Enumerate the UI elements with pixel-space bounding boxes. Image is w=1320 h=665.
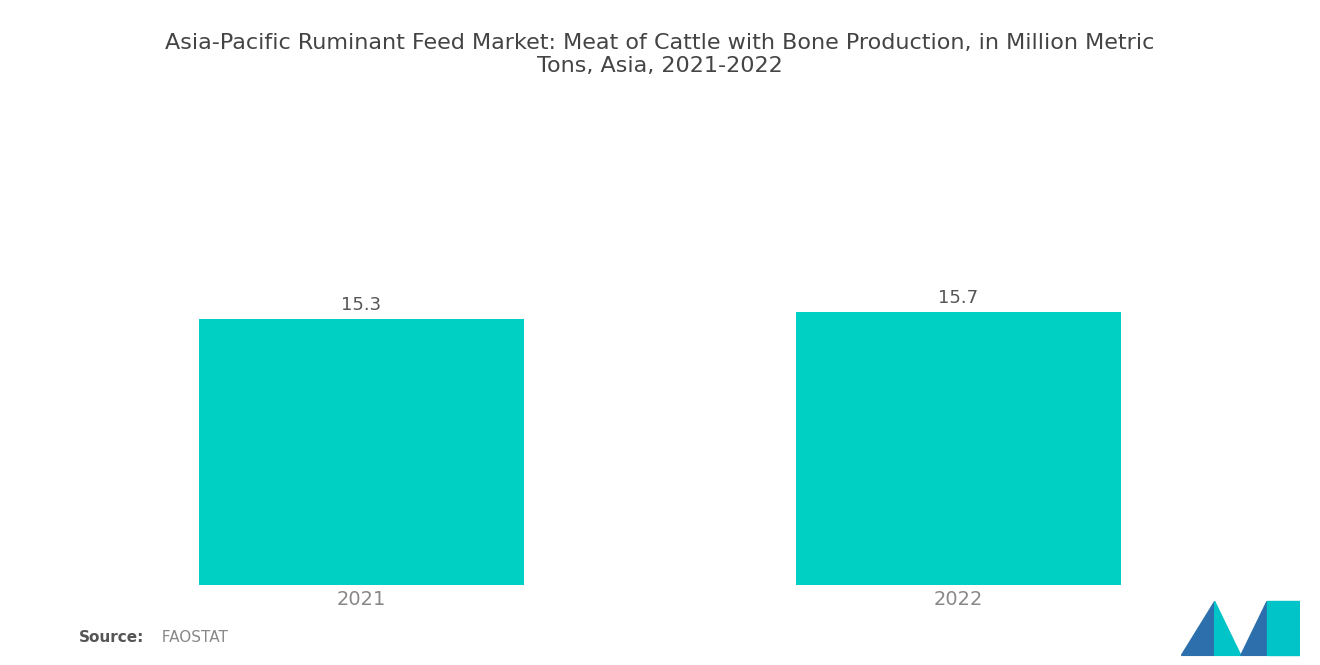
Text: 15.3: 15.3 xyxy=(342,296,381,314)
Polygon shape xyxy=(1214,601,1241,656)
Polygon shape xyxy=(1267,601,1300,656)
Bar xyxy=(796,312,1121,585)
Bar xyxy=(199,319,524,585)
Polygon shape xyxy=(1241,601,1267,656)
Polygon shape xyxy=(1181,601,1214,656)
Text: FAOSTAT: FAOSTAT xyxy=(152,630,227,645)
Text: Source:: Source: xyxy=(79,630,145,645)
Text: 15.7: 15.7 xyxy=(939,289,978,307)
Text: Asia-Pacific Ruminant Feed Market: Meat of Cattle with Bone Production, in Milli: Asia-Pacific Ruminant Feed Market: Meat … xyxy=(165,33,1155,76)
